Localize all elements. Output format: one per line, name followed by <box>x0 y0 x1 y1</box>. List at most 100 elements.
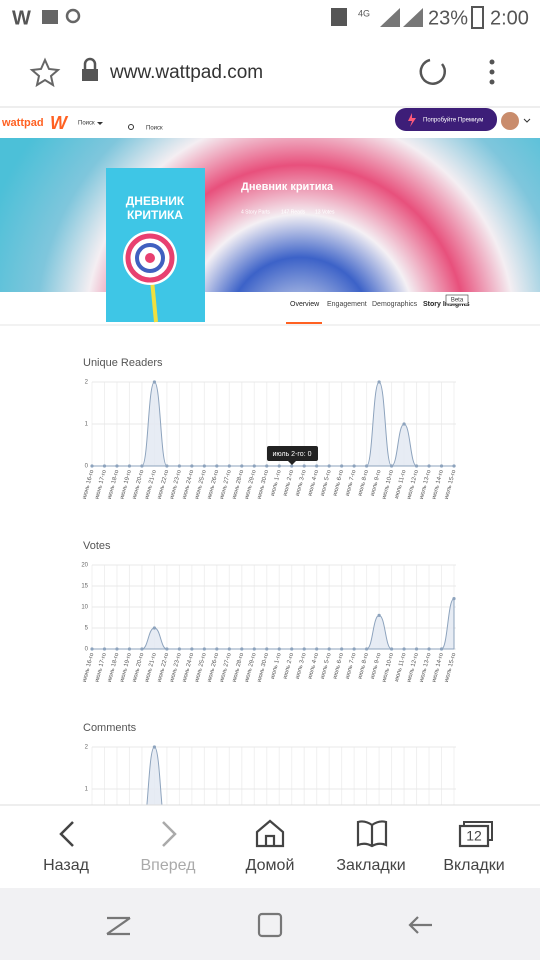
x-tick-label: июль 14-го <box>431 652 445 683</box>
x-tick-label: июль 6-го <box>332 652 345 680</box>
point <box>365 647 369 651</box>
point <box>240 464 244 468</box>
x-tick-label: июль 11-го <box>394 652 408 683</box>
tab[interactable]: Demographics <box>372 301 418 308</box>
nav-label[interactable]: Назад <box>43 857 90 874</box>
caret <box>523 118 531 123</box>
point <box>202 647 206 651</box>
x-tick-label: июль 12-го <box>406 652 420 683</box>
tab-underline <box>286 322 322 324</box>
x-tick-label: июль 1-го <box>270 652 283 680</box>
tab[interactable]: Story Insights <box>423 301 470 308</box>
bolt <box>408 113 416 127</box>
point <box>290 464 294 468</box>
nav-label[interactable]: Закладки <box>336 857 405 874</box>
y-tick-label: 1 <box>85 787 89 793</box>
x-tick-label: июль 7-го <box>345 469 358 497</box>
nav-label[interactable]: Домой <box>246 857 295 874</box>
url[interactable]: www.wattpad.com <box>109 62 263 83</box>
x-tick-label: июль 9-го <box>370 652 383 680</box>
menu-dot[interactable] <box>489 79 495 85</box>
point <box>152 380 157 384</box>
point <box>365 464 369 468</box>
x-tick-label: июнь 24-го <box>182 469 196 500</box>
forward-icon <box>162 821 177 847</box>
x-tick-label: июль 7-го <box>345 652 358 680</box>
x-tick-label: июнь 26-го <box>207 469 221 500</box>
point <box>90 464 94 468</box>
tab[interactable]: Overview <box>290 301 320 308</box>
menu-dot[interactable] <box>489 59 495 65</box>
search[interactable]: Поиск <box>146 126 163 132</box>
nav-label[interactable]: Вкладки <box>443 857 504 874</box>
signal-icon <box>380 8 423 27</box>
tabs-icon-back <box>463 821 493 841</box>
point <box>290 647 294 651</box>
stick <box>150 279 158 323</box>
x-tick-label: июль 5-го <box>320 469 333 497</box>
logo[interactable]: wattpad <box>1 117 44 129</box>
search-icon <box>128 124 134 130</box>
x-tick-label: июль 6-го <box>332 469 345 497</box>
x-tick-label: июль 3-го <box>295 652 308 680</box>
browser-bar: www.wattpad.com <box>0 57 540 108</box>
x-tick-label: июнь 17-го <box>94 652 108 683</box>
point <box>202 464 206 468</box>
point <box>90 647 94 651</box>
reload-icon[interactable] <box>419 58 447 85</box>
back-icon[interactable] <box>59 821 74 847</box>
search-icon <box>65 8 81 24</box>
point <box>190 647 194 651</box>
x-tick-label: июль 5-го <box>320 652 333 680</box>
point <box>165 647 169 651</box>
point <box>227 464 231 468</box>
point <box>340 647 344 651</box>
x-tick-label: июль 12-го <box>406 469 420 500</box>
nav-label: Вперед <box>140 857 196 874</box>
tabs-icon[interactable] <box>458 824 490 848</box>
point <box>152 626 157 630</box>
story-stat: 147 Reads <box>281 209 306 215</box>
menu-dot[interactable] <box>489 69 495 75</box>
point <box>140 464 144 468</box>
tooltip-text: июль 2-го: 0 <box>273 451 312 458</box>
x-tick-label: июль 2-го <box>282 469 295 497</box>
back-button[interactable] <box>408 916 432 934</box>
bookmark-star[interactable] <box>29 57 61 88</box>
y-tick-label: 5 <box>85 626 89 632</box>
home-icon[interactable] <box>255 819 285 848</box>
premium-button[interactable] <box>395 108 497 131</box>
x-tick-label: июнь 23-го <box>169 469 183 500</box>
avatar[interactable] <box>501 112 519 130</box>
x-tick-label: июль 10-го <box>381 652 395 683</box>
story-stat: 13 Votes <box>315 209 335 215</box>
recents-button[interactable] <box>106 916 131 936</box>
nav[interactable]: Поиск <box>78 121 95 127</box>
x-tick-label: июль 10-го <box>381 469 395 500</box>
x-tick-label: июнь 18-го <box>107 652 121 683</box>
x-tick-label: июнь 24-го <box>182 652 196 683</box>
point <box>102 464 107 468</box>
point <box>215 647 219 651</box>
network: 4G <box>358 8 370 18</box>
x-tick-label: июль 15-го <box>444 652 458 683</box>
tab[interactable]: Engagement <box>327 301 367 308</box>
point <box>315 464 319 468</box>
home-button[interactable] <box>257 912 283 938</box>
bookmarks-icon[interactable] <box>356 820 388 848</box>
x-tick-label: июнь 22-го <box>157 652 171 683</box>
point <box>302 647 306 651</box>
x-tick-label: июнь 27-го <box>219 652 233 683</box>
swirl <box>145 253 155 263</box>
caret <box>97 122 103 125</box>
point <box>414 464 419 468</box>
status-bar: W 4G 23% 2:00 <box>12 6 529 29</box>
banner <box>0 138 540 292</box>
x-tick-label: июнь 17-го <box>94 469 108 500</box>
x-tick-label: июль 11-го <box>394 469 408 500</box>
point <box>227 647 231 651</box>
x-tick-label: июнь 29-го <box>244 469 258 500</box>
gallery-icon <box>42 10 58 24</box>
point <box>452 464 456 468</box>
